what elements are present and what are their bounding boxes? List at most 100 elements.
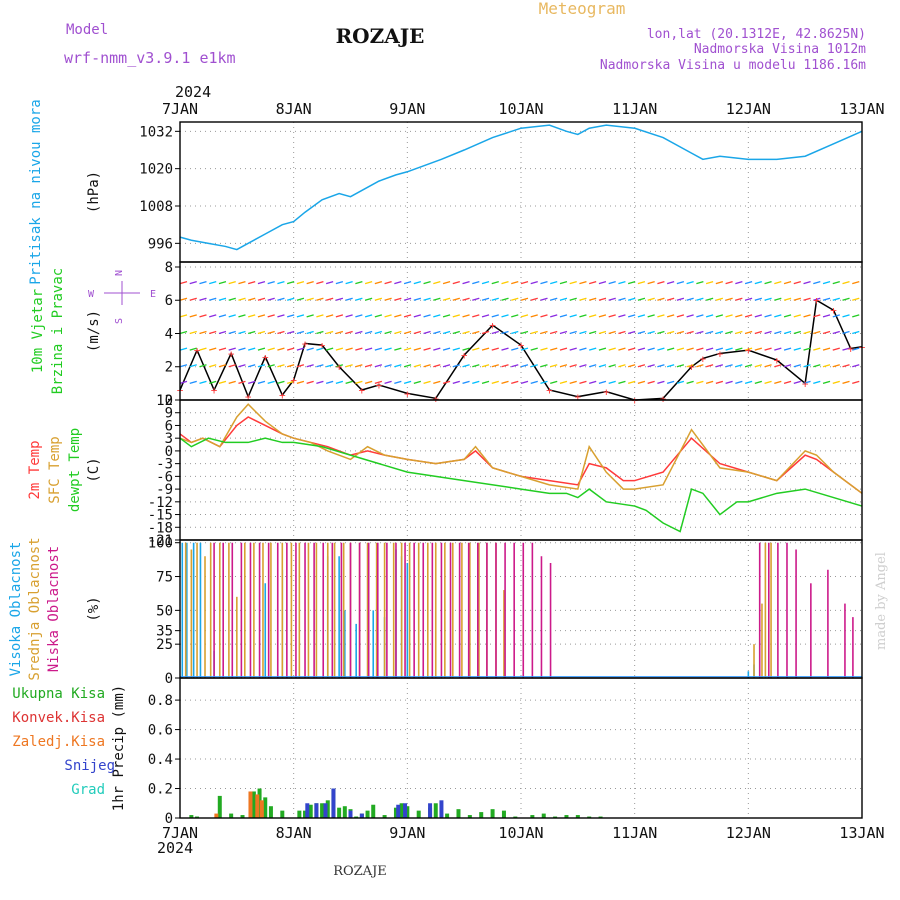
y-tick-label: -15 bbox=[148, 508, 173, 524]
wind-arrow bbox=[608, 380, 616, 385]
wind-arrow bbox=[189, 364, 197, 368]
wind-arrow bbox=[550, 280, 558, 285]
precip_snow-bar bbox=[403, 803, 408, 818]
wind-arrow bbox=[725, 380, 733, 385]
wind-arrow bbox=[472, 330, 480, 335]
x-axis-bottom: 7JAN 8JAN 9JAN 10JAN 11JAN 12JAN 13JAN bbox=[162, 824, 885, 842]
wind-arrow bbox=[530, 347, 538, 351]
wind-arrow bbox=[394, 380, 402, 385]
wind-arrow bbox=[686, 347, 694, 351]
wind-arrow bbox=[199, 297, 207, 301]
wind-arrow bbox=[735, 364, 743, 368]
wind-arrow bbox=[842, 380, 850, 385]
wind-arrow bbox=[452, 364, 460, 368]
wind-arrow bbox=[199, 280, 207, 285]
wind-arrow bbox=[403, 280, 412, 285]
wind-arrow bbox=[394, 330, 402, 335]
unit-label: (hPa) bbox=[86, 171, 102, 213]
wind-arrow bbox=[442, 364, 451, 368]
wind-arrow bbox=[725, 347, 733, 351]
x-tick-label: 8JAN bbox=[276, 824, 312, 842]
wind-arrow bbox=[345, 280, 353, 285]
wind-arrow bbox=[481, 330, 490, 335]
wind-arrow bbox=[715, 380, 724, 385]
wind-arrow bbox=[364, 330, 373, 335]
wind-arrow bbox=[374, 380, 383, 385]
wind-arrow bbox=[228, 280, 236, 285]
wind-marker: + bbox=[813, 294, 820, 307]
wind-arrow bbox=[364, 297, 373, 301]
wind-arrow bbox=[725, 280, 733, 285]
wind-arrow bbox=[394, 314, 402, 318]
wind-arrow bbox=[559, 364, 568, 368]
precip_total-bar bbox=[530, 815, 535, 818]
wind-arrow bbox=[540, 347, 548, 351]
wind-arrow bbox=[306, 364, 314, 368]
precip_total-bar bbox=[541, 813, 546, 818]
wind-arrow bbox=[394, 297, 402, 301]
wind-arrow bbox=[316, 297, 324, 301]
wind-arrow bbox=[325, 330, 334, 335]
wind-arrow bbox=[783, 330, 792, 335]
wind-arrow bbox=[589, 364, 597, 368]
wind-arrow bbox=[501, 380, 509, 385]
y-tick-label: -3 bbox=[156, 457, 173, 473]
wind-arrow bbox=[209, 347, 217, 351]
wind-arrow bbox=[462, 280, 470, 285]
wind-arrow bbox=[209, 280, 217, 285]
wind-arrow bbox=[511, 347, 519, 351]
year-label-top: 2024 bbox=[175, 83, 211, 101]
wind-arrow bbox=[618, 297, 626, 301]
wind-arrow bbox=[598, 347, 607, 351]
wind-arrow bbox=[189, 280, 197, 285]
wind-arrow bbox=[433, 280, 441, 285]
wind-arrow bbox=[306, 347, 314, 351]
compass-rose: N S W E bbox=[88, 270, 156, 324]
wind-arrow bbox=[520, 297, 529, 301]
wind-arrow bbox=[822, 380, 831, 385]
wind-arrow bbox=[257, 297, 266, 301]
wind-arrow bbox=[462, 347, 470, 351]
wind-arrow bbox=[209, 297, 217, 301]
precip_frz-bar bbox=[248, 791, 253, 818]
precip_total-bar bbox=[320, 803, 325, 818]
wind-arrow bbox=[218, 380, 227, 385]
wind-arrow bbox=[550, 330, 558, 335]
y-tick-label: 4 bbox=[165, 326, 173, 342]
wind-arrow bbox=[540, 380, 548, 385]
wind-arrow bbox=[228, 314, 236, 318]
wind-arrow bbox=[774, 314, 782, 318]
wind-arrow bbox=[676, 330, 685, 335]
wind-arrow bbox=[813, 380, 821, 385]
wind-arrow bbox=[325, 347, 334, 351]
wind-arrow bbox=[637, 297, 646, 301]
wind-arrow bbox=[647, 364, 655, 368]
wind-arrow bbox=[257, 380, 266, 385]
wind-arrow bbox=[754, 280, 763, 285]
wind-arrow bbox=[754, 297, 763, 301]
precip_frz-bar bbox=[255, 794, 260, 818]
wind-arrow bbox=[472, 347, 480, 351]
wind-arrow bbox=[355, 380, 363, 385]
y-tick-label: 0 bbox=[165, 393, 173, 409]
wind-marker: + bbox=[546, 384, 553, 397]
wind-arrow bbox=[627, 314, 636, 318]
wind-arrow bbox=[286, 330, 295, 335]
wind-arrow bbox=[793, 330, 801, 335]
wind-arrow bbox=[374, 297, 383, 301]
precip-legend-item: Snijeg bbox=[64, 758, 115, 774]
wind-arrow bbox=[325, 380, 334, 385]
precip_frz-bar bbox=[259, 800, 264, 818]
wind-arrow bbox=[666, 314, 675, 318]
wind-arrow bbox=[481, 364, 490, 368]
wind-marker: + bbox=[717, 347, 724, 360]
y-axis-label: dewpt Temp bbox=[67, 428, 83, 512]
precip_total-bar bbox=[257, 788, 262, 818]
wind-marker: + bbox=[745, 344, 752, 357]
wind-arrow bbox=[686, 280, 694, 285]
precip_total-bar bbox=[564, 815, 569, 818]
wind-arrow bbox=[783, 380, 792, 385]
wind-arrow bbox=[335, 314, 344, 318]
